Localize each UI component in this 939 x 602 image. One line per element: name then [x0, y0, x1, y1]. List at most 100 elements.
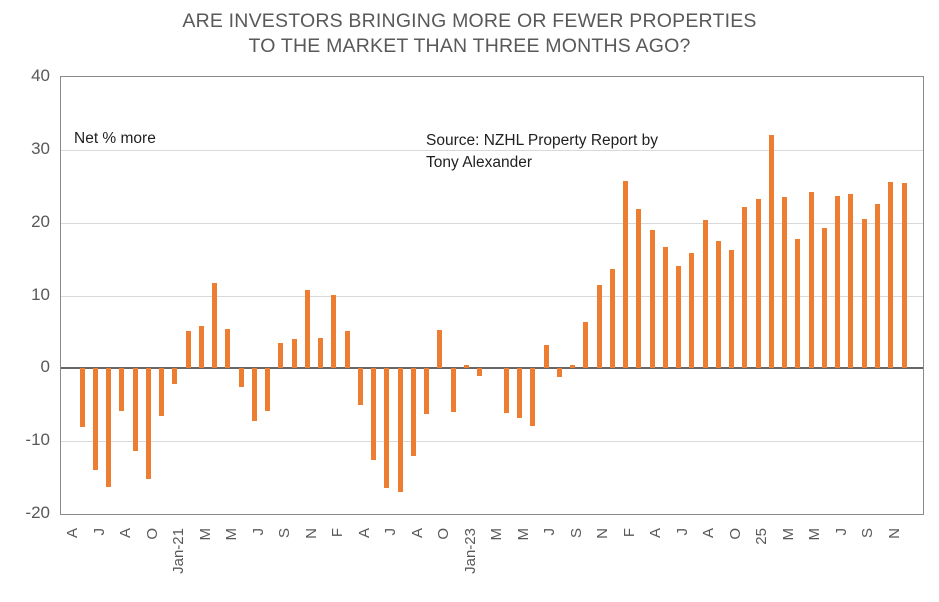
x-tick-label: J — [90, 528, 108, 536]
bar — [397, 368, 403, 493]
bar — [198, 326, 204, 369]
bar — [450, 368, 456, 413]
bar — [808, 192, 814, 369]
bar — [212, 283, 218, 369]
x-tick-label: A — [408, 528, 426, 539]
source-label-line2: Tony Alexander — [426, 154, 532, 171]
x-tick-label: O — [435, 528, 453, 540]
x-tick-label: M — [806, 528, 824, 541]
bar — [106, 368, 112, 488]
bar — [861, 219, 867, 369]
bar — [145, 368, 151, 480]
bar — [517, 368, 523, 418]
bar — [238, 368, 244, 387]
bar — [755, 199, 761, 369]
x-tick-label: F — [329, 528, 347, 538]
x-tick-label: N — [302, 528, 320, 539]
bar — [384, 368, 390, 488]
bar — [159, 368, 165, 416]
bar — [463, 364, 469, 369]
x-tick-label: Jan-21 — [170, 528, 188, 574]
y-tick-label: 40 — [31, 66, 50, 85]
bar — [132, 368, 138, 452]
bar — [848, 193, 854, 369]
x-tick-label: M — [488, 528, 506, 541]
x-tick-label: A — [64, 528, 81, 539]
y-tick-label: 10 — [31, 284, 50, 304]
bar — [371, 368, 377, 461]
bar — [79, 368, 85, 427]
x-tick-label: M — [223, 528, 241, 541]
x-tick-label: J — [249, 528, 267, 536]
x-tick-label: M — [514, 528, 532, 541]
x-tick-label: A — [117, 528, 135, 539]
bar — [795, 239, 801, 369]
bar — [662, 247, 668, 369]
source-label: Source: NZHL Property Report by Tony Ale… — [426, 130, 658, 174]
x-tick-label: A — [647, 528, 665, 539]
bar — [888, 181, 894, 369]
bar — [119, 368, 125, 411]
x-tick-label: A — [355, 528, 373, 539]
x-tick-label: O — [143, 528, 161, 540]
source-label-line1: Source: NZHL Property Report by — [426, 132, 659, 149]
x-tick-label: N — [594, 528, 612, 539]
bar — [543, 345, 549, 369]
x-tick-label: J — [832, 528, 850, 536]
x-tick-label: S — [276, 528, 294, 539]
bar — [410, 368, 416, 457]
x-tick-label: F — [620, 528, 638, 538]
bar — [742, 207, 748, 369]
bar — [265, 368, 271, 412]
gridline — [61, 295, 923, 297]
y-tick-label: -20 — [25, 503, 50, 522]
zero-axis-line — [61, 367, 923, 370]
x-tick-label: O — [726, 528, 744, 540]
bar — [689, 252, 695, 369]
bar — [729, 249, 735, 369]
bar — [344, 331, 350, 369]
gridline — [61, 441, 923, 443]
chart-title-line1: ARE INVESTORS BRINGING MORE OR FEWER PRO… — [182, 10, 757, 32]
bar — [715, 240, 721, 369]
x-tick-label: M — [779, 528, 797, 541]
bar — [835, 195, 841, 369]
y-tick-label: -10 — [25, 430, 50, 450]
bar — [278, 342, 284, 369]
x-tick-label: J — [382, 528, 400, 536]
bar — [609, 269, 615, 369]
bar — [702, 220, 708, 369]
y-tick-label: 20 — [31, 211, 50, 231]
bar — [304, 290, 310, 369]
bar — [437, 329, 443, 369]
x-tick-label: Jan-23 — [461, 528, 479, 574]
bar — [596, 285, 602, 369]
x-tick-label: J — [673, 528, 691, 536]
x-tick-label: S — [567, 528, 585, 539]
bar — [570, 365, 576, 369]
x-tick-label: N — [886, 528, 903, 539]
bar — [251, 368, 257, 421]
bar — [291, 339, 297, 369]
chart-title-line2: TO THE MARKET THAN THREE MONTHS AGO? — [248, 35, 691, 57]
y-tick-label: 30 — [31, 138, 50, 158]
x-tick-label: 25 — [753, 528, 771, 545]
bar — [225, 329, 231, 369]
x-tick-label: J — [541, 528, 559, 536]
bar — [583, 321, 589, 369]
bar — [556, 368, 562, 378]
plot-area: Net % more Source: NZHL Property Report … — [60, 76, 924, 515]
bar — [172, 368, 178, 385]
bar — [821, 227, 827, 369]
bar — [636, 208, 642, 369]
bar — [318, 338, 324, 369]
bar — [424, 368, 430, 415]
bar — [185, 331, 191, 369]
gridline — [61, 149, 923, 151]
bar — [901, 183, 907, 369]
net-percent-label: Net % more — [74, 130, 156, 147]
y-tick-label: 0 — [40, 357, 50, 377]
bar — [782, 197, 788, 369]
x-tick-label: A — [700, 528, 718, 539]
